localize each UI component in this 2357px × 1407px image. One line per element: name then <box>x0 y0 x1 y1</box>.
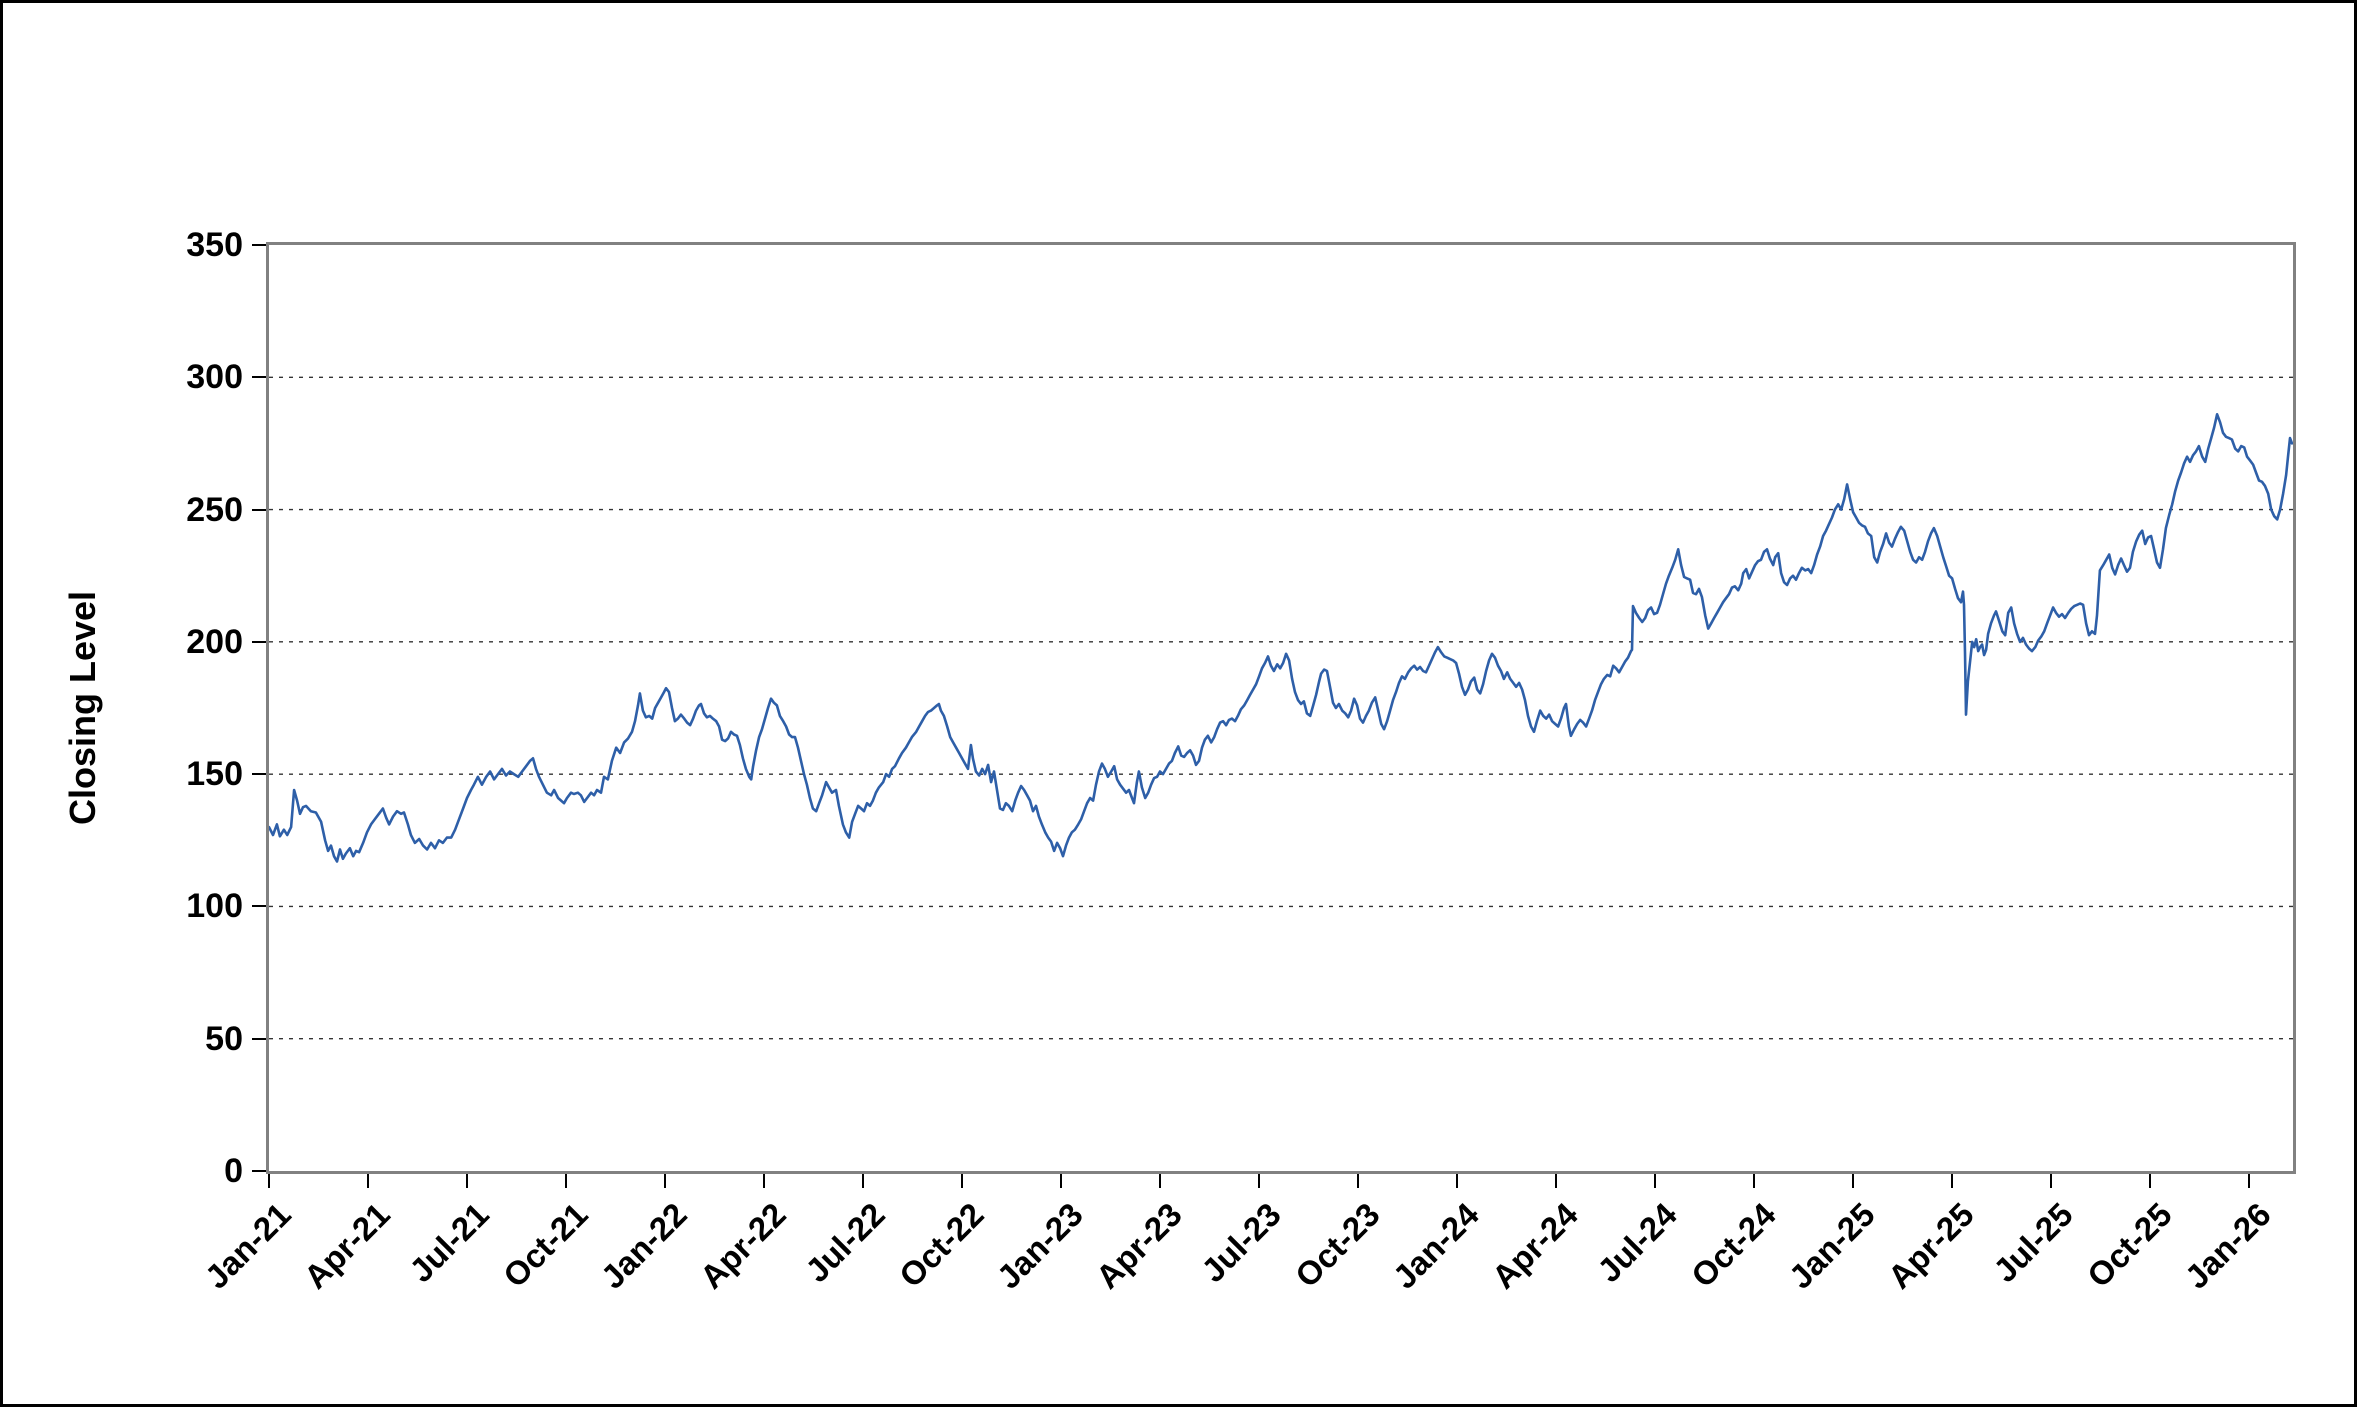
x-tick-mark-Jan-26 <box>2248 1174 2251 1188</box>
x-tick-mark-Jul-25 <box>2050 1174 2053 1188</box>
x-tick-mark-Jan-21 <box>268 1174 270 1188</box>
x-tick-label-Jul-24: Jul-24 <box>1590 1195 1684 1290</box>
y-tick-mark-350 <box>252 244 266 246</box>
x-tick-label-Jan-26: Jan-26 <box>2177 1195 2278 1296</box>
x-tick-label-Jul-23: Jul-23 <box>1194 1195 1288 1290</box>
x-tick-label-Jan-24: Jan-24 <box>1385 1195 1486 1296</box>
y-tick-mark-0 <box>252 1170 266 1172</box>
x-tick-mark-Jul-24 <box>1654 1174 1657 1188</box>
x-tick-mark-Oct-24 <box>1753 1174 1756 1188</box>
x-tick-mark-Jan-25 <box>1852 1174 1855 1188</box>
y-tick-mark-50 <box>252 1037 266 1040</box>
x-tick-mark-Apr-23 <box>1159 1174 1162 1188</box>
x-tick-label-Apr-21: Apr-21 <box>296 1195 397 1296</box>
y-tick-mark-150 <box>252 773 266 776</box>
x-tick-mark-Jul-22 <box>862 1174 865 1188</box>
plot-canvas <box>269 376 2293 1040</box>
x-tick-mark-Oct-23 <box>1357 1174 1360 1188</box>
x-tick-mark-Apr-24 <box>1555 1174 1558 1188</box>
plot-area <box>266 242 2296 1174</box>
x-tick-label-Jul-21: Jul-21 <box>402 1195 496 1290</box>
x-tick-label-Oct-21: Oct-21 <box>495 1195 595 1295</box>
y-tick-label-250: 250 <box>186 490 243 529</box>
x-tick-label-Jan-25: Jan-25 <box>1781 1195 1882 1296</box>
x-tick-label-Jan-21: Jan-21 <box>197 1195 298 1296</box>
y-tick-label-300: 300 <box>186 358 243 397</box>
x-tick-label-Oct-23: Oct-23 <box>1287 1195 1387 1295</box>
x-tick-mark-Oct-25 <box>2149 1174 2152 1188</box>
x-tick-label-Jul-25: Jul-25 <box>1986 1195 2080 1290</box>
x-tick-label-Apr-24: Apr-24 <box>1484 1195 1585 1296</box>
y-tick-mark-300 <box>252 376 266 379</box>
x-tick-label-Apr-22: Apr-22 <box>692 1195 793 1296</box>
x-tick-mark-Apr-21 <box>367 1174 369 1188</box>
x-tick-label-Oct-22: Oct-22 <box>891 1195 991 1295</box>
x-tick-mark-Jul-23 <box>1258 1174 1261 1188</box>
x-tick-mark-Oct-21 <box>565 1174 568 1188</box>
x-tick-label-Jan-23: Jan-23 <box>989 1195 1090 1296</box>
x-tick-mark-Oct-22 <box>961 1174 964 1188</box>
x-tick-label-Jul-22: Jul-22 <box>798 1195 892 1290</box>
x-tick-label-Oct-24: Oct-24 <box>1684 1195 1783 1295</box>
x-tick-mark-Apr-25 <box>1951 1174 1954 1188</box>
y-tick-label-350: 350 <box>186 226 243 264</box>
x-tick-mark-Apr-22 <box>763 1174 766 1188</box>
x-tick-mark-Jan-22 <box>664 1174 667 1188</box>
x-tick-mark-Jul-21 <box>466 1174 468 1188</box>
x-tick-label-Apr-23: Apr-23 <box>1088 1195 1189 1296</box>
x-tick-mark-Jan-23 <box>1060 1174 1063 1188</box>
y-axis-title: Closing Level <box>62 590 103 826</box>
x-tick-mark-Jan-24 <box>1456 1174 1459 1188</box>
y-tick-label-100: 100 <box>186 887 243 926</box>
y-tick-mark-200 <box>252 640 266 643</box>
y-tick-mark-250 <box>252 508 266 511</box>
series-line-closing-level <box>269 413 2293 863</box>
x-tick-label-Apr-25: Apr-25 <box>1880 1195 1981 1296</box>
y-tick-label-50: 50 <box>205 1019 243 1058</box>
y-tick-mark-100 <box>252 905 266 908</box>
y-tick-label-200: 200 <box>186 622 243 661</box>
x-tick-label-Jan-22: Jan-22 <box>593 1195 694 1296</box>
y-tick-label-150: 150 <box>186 755 243 794</box>
y-tick-label-0: 0 <box>224 1152 243 1190</box>
x-tick-label-Oct-25: Oct-25 <box>2080 1195 2179 1295</box>
